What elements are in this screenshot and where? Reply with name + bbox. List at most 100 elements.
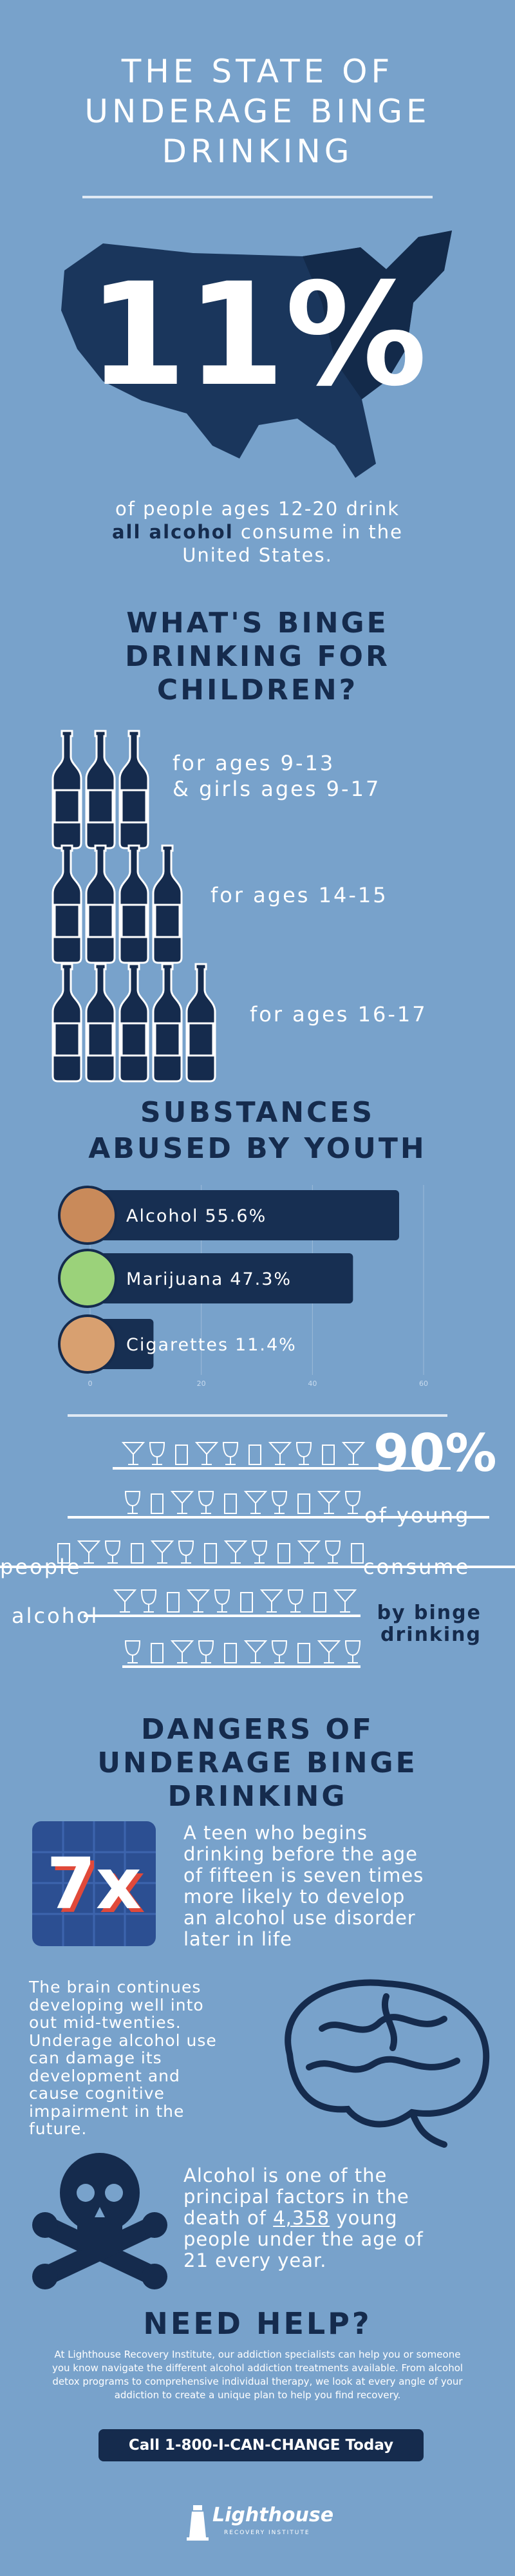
bottle-label [120,789,147,824]
big-stat: 11% [88,252,427,417]
glass [198,1491,214,1514]
section-heading: DANGERS OF UNDERAGE BINGE DRINKING [0,1713,515,1814]
bottle-rows [52,730,216,1083]
glass [259,1589,284,1613]
glass [351,1543,364,1564]
text-line: developing well into [29,1995,204,2014]
glass [240,1592,253,1613]
fact-line: people under the age of [183,2228,424,2250]
call-button[interactable] [98,2429,424,2461]
bottle-label [120,904,147,938]
text-line: UNDERAGE BINGE [97,1747,418,1779]
bottle [85,963,116,1083]
glass [297,1643,310,1663]
map-shade [303,231,452,399]
text-line: UNDERAGE BINGE [84,93,431,130]
text-line: drinking [380,1624,482,1646]
bar-chart: 0 20 40 60 Alcohol 55.6% Marijuana 47.3% Cigaret… [58,1185,428,1388]
bottle-label [53,1022,80,1057]
glass [324,1540,341,1564]
text-line: for ages 9-13 [173,751,335,775]
fact-text: The brain continues developing well into o… [29,1978,217,2138]
lighthouse [187,2505,209,2541]
skull [32,2153,167,2289]
text-line: DANGERS OF [141,1713,374,1746]
glass [297,1493,310,1514]
glass [175,1444,188,1465]
bottle-label [187,1022,214,1057]
glass [344,1640,361,1663]
age-text: for ages 16-17 [250,1001,427,1027]
substance-icon [58,1249,117,1308]
divider [82,196,433,198]
text-line: you know navigate the different alcohol … [52,2362,464,2374]
glass [341,1442,366,1465]
bar-label: Cigarettes 11.4% [126,1335,297,1355]
icon-grid [32,1821,156,1946]
glass [204,1543,217,1564]
x-tick-label: 40 [308,1379,317,1388]
bottle [118,730,149,849]
glass [295,1442,312,1465]
glass [151,1493,164,1514]
bottle [152,963,183,1083]
glass [243,1640,268,1663]
bottle-label [120,1022,147,1057]
text-line: out mid-twenties. [29,2013,182,2032]
glass [268,1442,292,1465]
glass [150,1540,174,1564]
logo-icon [187,2505,209,2541]
bottle [152,844,183,964]
text-line: cause cognitive [29,2084,165,2103]
glass [297,1540,321,1564]
logo-subtext: RECOVERY INSTITUTE [224,2530,310,2536]
glass [271,1491,288,1514]
icon-label: 7x [46,1842,142,1925]
glass [140,1589,157,1613]
x-tick-label: 0 [88,1379,93,1388]
bottle-label [53,904,80,938]
category-label: Marijuana [126,1269,223,1289]
ninety-highlight: by binge drinking [353,1602,482,1646]
ninety-word: alcohol [12,1604,99,1628]
text-line: can damage its [29,2049,162,2067]
bar-label: Marijuana 47.3% [126,1269,292,1289]
text-line: SUBSTANCES [140,1096,375,1129]
text-line: WHAT'S BINGE [126,607,389,639]
text-line: drinking before the age [183,1843,418,1865]
glass [57,1543,70,1564]
bottle-label [87,789,114,824]
glass [317,1640,341,1663]
caption-text: United States. [182,544,333,566]
divider [68,1414,447,1417]
caption-text: of people ages 12-20 drink [115,498,400,520]
bottle-label [154,904,181,938]
bottle [185,963,216,1083]
glass-rows [0,1442,515,1668]
text-line: later in life [183,1928,293,1950]
fact-number: 4,358 [273,2207,330,2229]
glass [243,1491,268,1514]
text-line: for ages 16-17 [250,1002,427,1027]
glass [277,1543,290,1564]
substance-icon [58,1186,117,1245]
category-label: Cigarettes [126,1335,229,1355]
glass [271,1640,288,1663]
fact-text: Alcohol is one of the principal factors … [183,2165,424,2271]
bottle [52,844,82,964]
glass [314,1592,326,1613]
text-line: DRINKING [162,133,353,170]
glass [224,1493,237,1514]
glass [194,1442,219,1465]
bottle [85,844,116,964]
call-button-label[interactable]: Call 1-800-I-CAN-CHANGE Today [128,2437,394,2454]
glass [77,1540,101,1564]
glass [248,1444,261,1465]
glass [198,1640,214,1663]
text-line: by binge [377,1602,482,1624]
bottle-label [53,789,80,824]
bar [90,1253,353,1303]
text-line: DRINKING [167,1780,348,1813]
ninety-word: people [0,1555,82,1579]
glass [178,1540,194,1564]
